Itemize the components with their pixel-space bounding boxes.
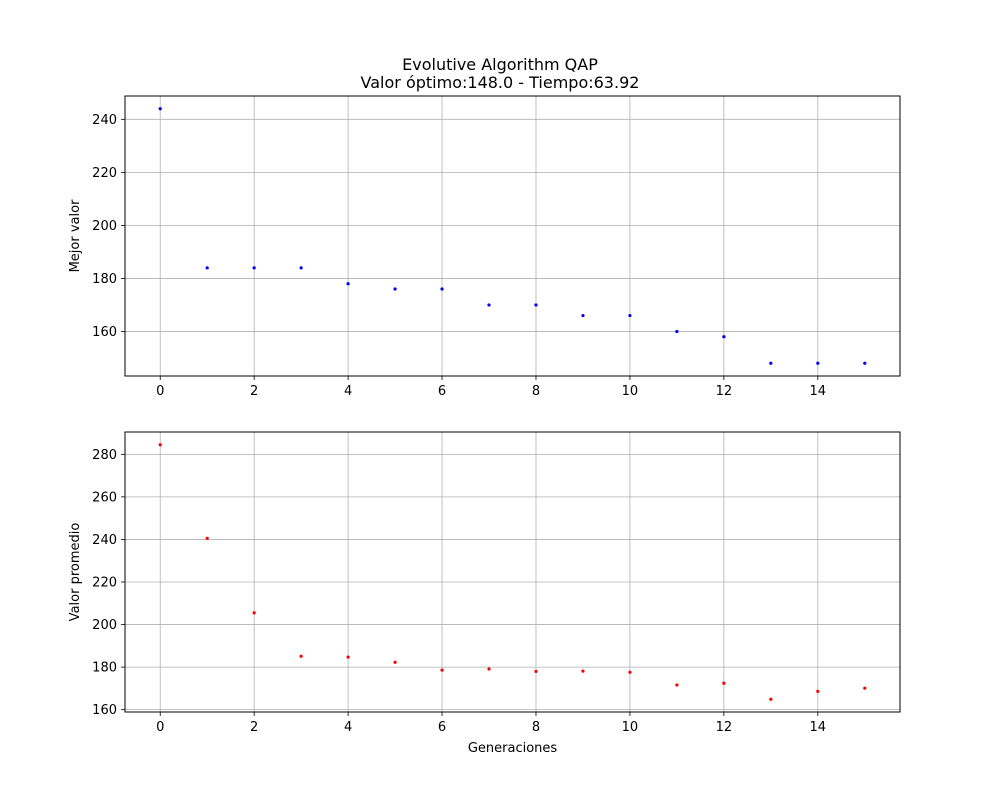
x-tick-label: 2	[250, 384, 258, 399]
y-tick-label: 160	[92, 703, 117, 718]
x-tick-label: 4	[344, 720, 352, 735]
data-point	[440, 287, 444, 291]
x-tick-label: 6	[438, 720, 446, 735]
y-axis-label: Mejor valor	[68, 199, 83, 272]
data-point	[440, 668, 444, 672]
x-tick-label: 8	[532, 720, 540, 735]
data-point	[158, 443, 162, 447]
y-tick-label: 220	[92, 166, 117, 181]
chart-title-line-2: Valor óptimo:148.0 - Tiempo:63.92	[360, 73, 640, 92]
x-tick-label: 10	[622, 384, 639, 399]
data-point	[675, 329, 679, 334]
data-point	[393, 287, 397, 291]
data-point	[863, 686, 867, 690]
data-point	[581, 669, 585, 673]
data-point	[769, 361, 773, 365]
plot-frame	[124, 95, 901, 377]
y-tick-label: 280	[92, 448, 117, 463]
data-point	[346, 282, 350, 286]
y-tick-label: 200	[92, 219, 117, 234]
data-point	[628, 313, 632, 318]
y-tick-label: 180	[92, 272, 117, 287]
x-tick-label: 14	[810, 384, 827, 399]
x-tick-label: 12	[716, 720, 733, 735]
chart-title-line-1: Evolutive Algorithm QAP	[402, 55, 598, 74]
x-axis-label: Generaciones	[468, 741, 558, 756]
data-point	[252, 611, 256, 615]
data-point	[393, 660, 397, 664]
x-tick-label: 2	[250, 720, 258, 735]
y-tick-label: 240	[92, 113, 117, 128]
data-point	[252, 266, 256, 270]
data-point	[299, 266, 303, 270]
data-point	[675, 683, 679, 687]
y-tick-label: 180	[92, 661, 117, 676]
y-axis-label: Valor promedio	[68, 523, 83, 622]
x-tick-label: 0	[156, 720, 164, 735]
x-tick-label: 10	[622, 720, 639, 735]
x-tick-label: 12	[716, 384, 733, 399]
data-point	[205, 266, 209, 270]
data-point	[863, 361, 867, 365]
x-tick-label: 4	[344, 384, 352, 399]
data-point	[722, 335, 726, 339]
y-tick-label: 240	[92, 533, 117, 548]
data-point	[769, 697, 773, 701]
data-point	[816, 689, 820, 693]
x-tick-label: 14	[810, 720, 827, 735]
data-point	[534, 669, 538, 673]
x-tick-label: 8	[532, 384, 540, 399]
data-point	[534, 303, 538, 307]
data-point	[158, 107, 162, 111]
data-point	[487, 303, 491, 307]
x-tick-label: 6	[438, 384, 446, 399]
data-point	[628, 670, 632, 674]
data-point	[346, 655, 350, 659]
data-point	[722, 681, 726, 685]
plot-frame	[124, 431, 901, 713]
y-tick-label: 220	[92, 576, 117, 591]
data-point	[205, 536, 209, 540]
data-point	[581, 313, 585, 318]
y-tick-label: 200	[92, 618, 117, 633]
data-point	[299, 654, 303, 658]
x-tick-label: 0	[156, 384, 164, 399]
data-point	[816, 361, 820, 365]
y-tick-label: 260	[92, 490, 117, 505]
y-tick-label: 160	[92, 325, 117, 340]
data-point	[487, 667, 491, 671]
